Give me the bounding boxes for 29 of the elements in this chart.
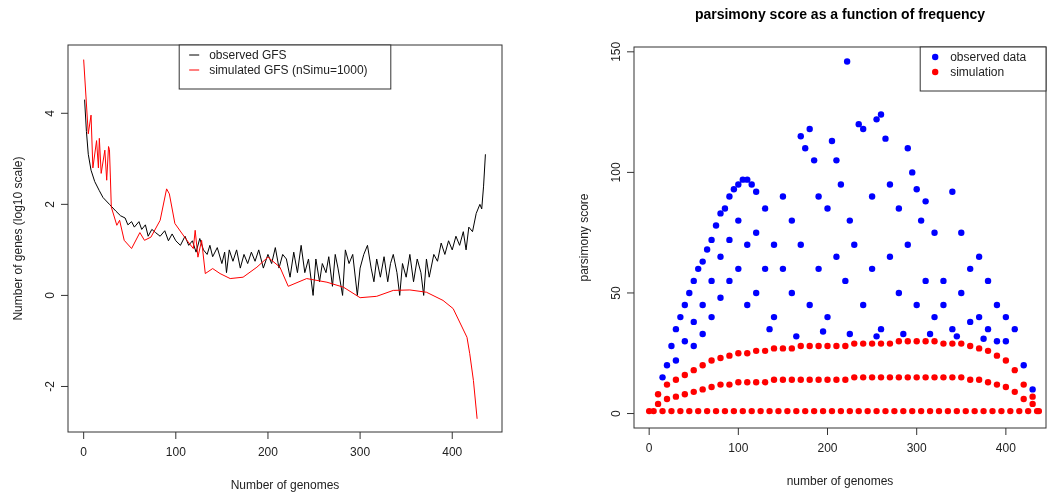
y-tick-label: 4 — [43, 109, 57, 117]
y-axis-title: Number of genes (log10 scale) — [11, 156, 25, 321]
x-tick-label: 300 — [906, 441, 928, 455]
y-tick-label: 0 — [609, 409, 623, 417]
legend-label: observed data — [950, 50, 1027, 64]
x-tick-label: 100 — [165, 445, 187, 459]
x-axis-title: Number of genomes — [230, 478, 340, 492]
y-tick-label: 50 — [609, 285, 623, 300]
legend-label: simulated GFS (nSimu=1000) — [209, 63, 368, 77]
legend-label: simulation — [950, 65, 1005, 79]
y-tick-label: 0 — [43, 291, 57, 299]
y-tick-label: -2 — [43, 380, 57, 392]
x-axis-title: number of genomes — [786, 474, 894, 488]
x-tick-label: 200 — [817, 441, 838, 455]
x-tick-label: 300 — [350, 445, 371, 459]
x-tick-label: 0 — [645, 441, 653, 455]
y-tick-label: 150 — [609, 41, 623, 62]
x-tick-label: 100 — [728, 441, 749, 455]
legend-label: observed GFS — [209, 48, 287, 62]
chart-title: parsimony score as a function of frequency — [694, 6, 986, 22]
x-tick-label: 400 — [442, 445, 463, 459]
x-tick-label: 200 — [257, 445, 279, 459]
x-tick-label: 0 — [80, 445, 88, 459]
y-tick-label: 100 — [609, 162, 623, 183]
line-series — [83, 59, 478, 420]
y-tick-label: 2 — [43, 200, 57, 208]
x-tick-label: 400 — [995, 441, 1017, 455]
line-series — [84, 99, 486, 296]
y-axis-title: parsimony score — [577, 193, 591, 282]
